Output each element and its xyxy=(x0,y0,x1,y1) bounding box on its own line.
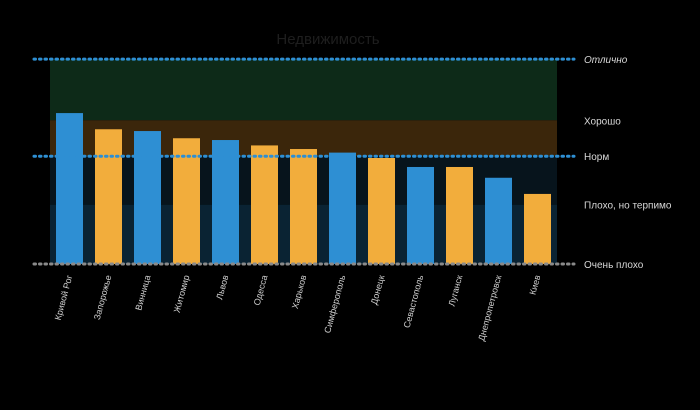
bar-2 xyxy=(134,131,161,264)
band-0 xyxy=(50,59,557,121)
chart-title: Недвижимость xyxy=(276,31,379,48)
bar-0 xyxy=(56,113,83,264)
bar-8 xyxy=(368,158,395,264)
category-label-4: Львов xyxy=(214,274,230,301)
bar-5 xyxy=(251,145,278,264)
category-label-2: Винница xyxy=(133,274,152,312)
category-label-8: Донецк xyxy=(369,274,387,306)
category-label-6: Харьков xyxy=(290,274,309,310)
bar-9 xyxy=(407,166,434,264)
bar-11 xyxy=(485,177,512,264)
category-labels: Кривой Рог Запорожье Винница Житомир Львов Од… xyxy=(53,273,543,342)
category-label-10: Луганск xyxy=(446,274,464,308)
category-label-7: Симферополь xyxy=(322,274,347,335)
category-label-12: Киев xyxy=(528,274,543,296)
category-label-11: Днепропетровск xyxy=(476,274,503,342)
band-label-1: Плохо, но терпимо xyxy=(584,201,672,212)
bar-12 xyxy=(524,193,551,264)
bar-series xyxy=(56,113,551,264)
category-label-3: Житомир xyxy=(172,274,192,314)
category-label-0: Кривой Рог xyxy=(53,273,75,321)
bar-4 xyxy=(212,140,239,264)
bar-1 xyxy=(95,129,122,264)
category-label-9: Севастополь xyxy=(402,274,426,329)
ref-label-0: Отлично xyxy=(584,55,628,66)
bar-6 xyxy=(290,149,317,264)
bar-3 xyxy=(173,138,200,264)
ref-label-1: Норм xyxy=(584,152,609,163)
reference-lines: Отлично Норм Очень плохо Хорошо Плохо, но те… xyxy=(32,55,672,271)
ref-label-2: Очень плохо xyxy=(584,260,644,271)
category-label-1: Запорожье xyxy=(92,274,114,321)
bar-7 xyxy=(329,152,356,264)
band-label-0: Хорошо xyxy=(584,116,621,127)
category-label-5: Одесса xyxy=(252,274,270,307)
bar-10 xyxy=(446,166,473,264)
